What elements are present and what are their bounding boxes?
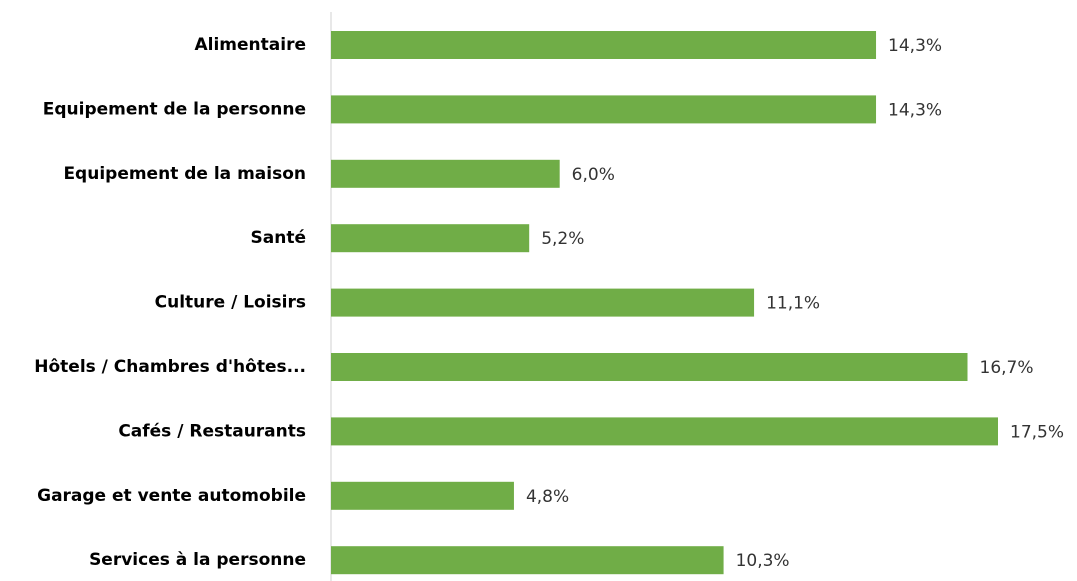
value-label: 14,3% <box>888 36 942 56</box>
bar <box>331 288 755 317</box>
bar <box>331 95 877 124</box>
bar <box>331 417 998 446</box>
category-label: Equipement de la maison <box>63 164 306 184</box>
value-label: 17,5% <box>1010 422 1064 442</box>
bar <box>331 481 514 510</box>
value-label: 5,2% <box>541 229 584 249</box>
category-label: Cafés / Restaurants <box>118 421 306 441</box>
bar <box>331 224 530 253</box>
bar <box>331 546 724 575</box>
bar <box>331 353 968 381</box>
category-label: Garage et vente automobile <box>37 486 306 506</box>
category-label: Culture / Loisirs <box>155 293 306 313</box>
category-label: Equipement de la personne <box>43 99 306 119</box>
category-label: Hôtels / Chambres d'hôtes... <box>34 357 306 377</box>
category-label: Alimentaire <box>195 35 307 55</box>
bar <box>331 159 560 188</box>
value-label: 11,1% <box>766 294 820 314</box>
category-label: Services à la personne <box>89 550 306 570</box>
category-label: Santé <box>251 228 306 248</box>
value-label: 14,3% <box>888 100 942 120</box>
bar <box>331 31 877 59</box>
value-label: 16,7% <box>980 358 1034 378</box>
value-label: 4,8% <box>526 487 569 507</box>
value-label: 6,0% <box>572 165 615 185</box>
value-label: 10,3% <box>736 551 790 571</box>
